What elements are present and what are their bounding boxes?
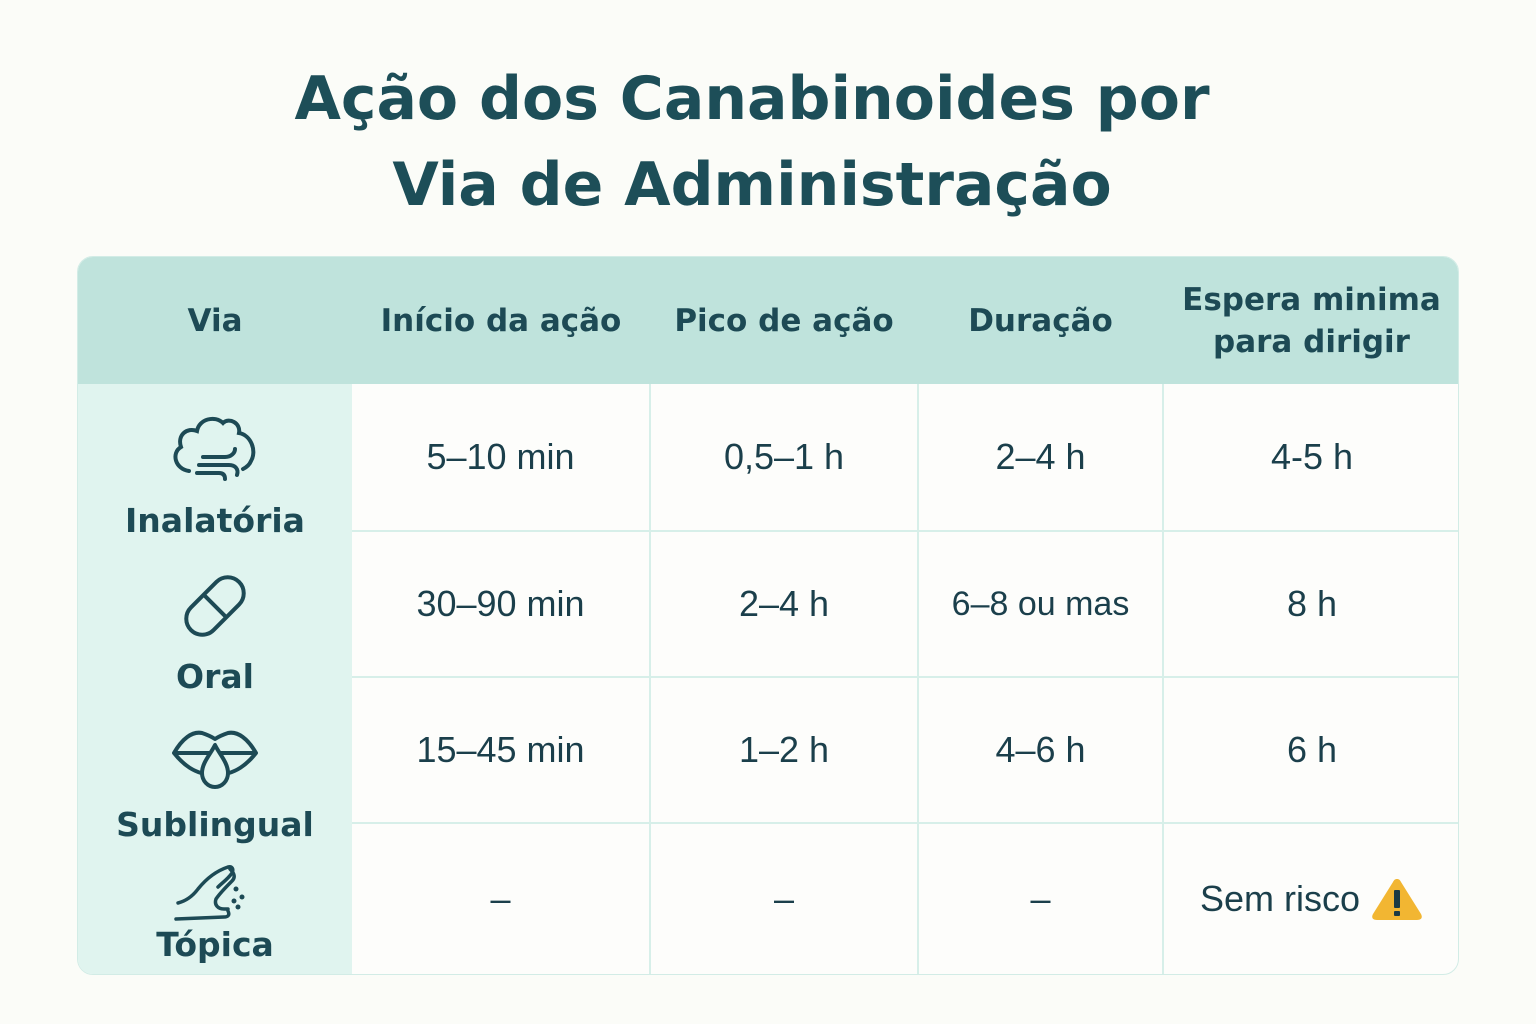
hand-apply-icon [174,865,245,921]
cell-inicio: – [490,878,511,919]
header-pico: Pico de ação [674,302,894,339]
vapor-cloud-icon [173,416,256,481]
grid-divider [352,676,1458,678]
grid-divider [352,822,1458,824]
route-topica: Tópica [78,863,352,965]
header-inicio: Início da ação [380,302,622,339]
cell-pico: 0,5–1 h [723,436,845,477]
title-line-2: Via de Administração [392,150,1112,220]
route-sublingual: Sublingual [78,723,352,845]
cell-duracao: – [1030,878,1051,919]
page-title: Ação dos Canabinoides por Via de Adminis… [0,56,1504,228]
cell-espera-text: Sem risco [1199,878,1361,919]
cell-pico: 2–4 h [738,583,830,624]
warning-triangle-icon [1372,879,1422,920]
capsule-pill-icon [184,575,246,637]
cell-pico: – [773,878,795,919]
route-label: Sublingual [116,805,314,844]
cell-espera: 4-5 h [1270,436,1354,477]
table-header: Via Início da ação Pico de ação Duração … [78,257,1458,384]
route-label: Oral [176,657,254,696]
route-label: Inalatória [125,501,305,540]
header-espera-line2: para dirigir [1213,323,1410,360]
cell-espera: Sem risco [1164,824,1458,974]
grid-divider [1162,384,1164,974]
route-oral: Oral [78,569,352,697]
grid-divider [352,530,1458,532]
header-duracao: Duração [968,302,1113,339]
title-line-1: Ação dos Canabinoides por [294,64,1210,134]
cell-espera: 8 h [1286,583,1338,624]
route-label: Tópica [156,925,274,964]
lips-drop-icon [172,730,258,789]
route-column [78,384,352,974]
cell-inicio: 5–10 min [426,436,575,477]
comparison-table: Via Início da ação Pico de ação Duração … [77,256,1459,975]
cell-espera: 6 h [1286,729,1338,770]
header-espera: Espera minima para dirigir [1163,257,1458,384]
cell-duracao: 4–6 h [995,729,1086,770]
cell-inicio: 30–90 min [416,583,585,624]
cell-duracao: 2–4 h [995,436,1086,477]
cell-inicio: 15–45 min [416,729,585,770]
grid-divider [649,384,651,974]
grid-divider [917,384,919,974]
route-inalatoria: Inalatória [78,411,352,541]
cell-pico: 1–2 h [738,729,830,770]
header-via: Via [187,302,243,339]
header-espera-line1: Espera minima [1182,281,1441,318]
cell-duracao: 6–8 ou mas [951,584,1130,623]
